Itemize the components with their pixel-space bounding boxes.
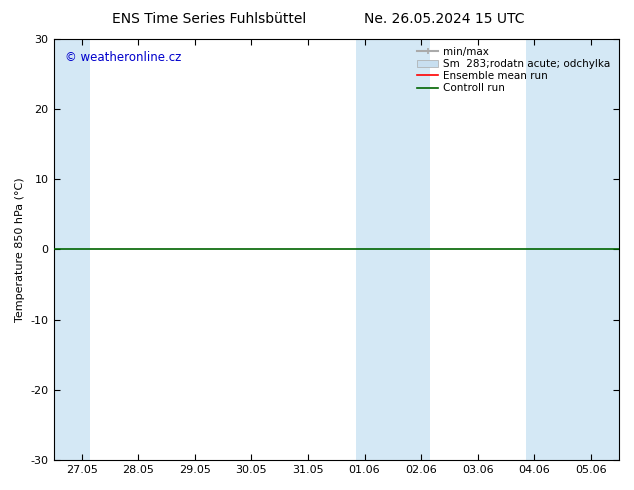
Y-axis label: Temperature 850 hPa (°C): Temperature 850 hPa (°C) (15, 177, 25, 321)
Text: Ne. 26.05.2024 15 UTC: Ne. 26.05.2024 15 UTC (363, 12, 524, 26)
Bar (526, 39, 619, 460)
Bar (53, 39, 90, 460)
Text: ENS Time Series Fuhlsbüttel: ENS Time Series Fuhlsbüttel (112, 12, 306, 26)
Text: © weatheronline.cz: © weatheronline.cz (65, 51, 181, 64)
Bar (356, 39, 430, 460)
Legend: min/max, Sm  283;rodatn acute; odchylka, Ensemble mean run, Controll run: min/max, Sm 283;rodatn acute; odchylka, … (414, 44, 614, 97)
